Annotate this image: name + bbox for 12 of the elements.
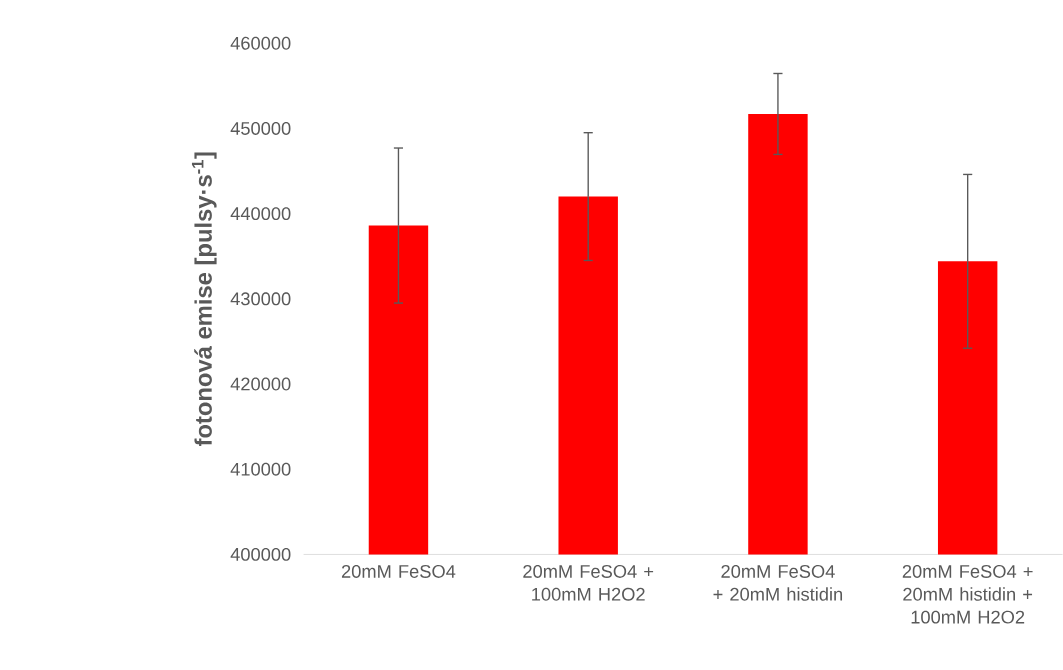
y-tick-label: 430000: [230, 292, 291, 306]
y-axis-title: fotonová emise [pulsy·s$^{-1}$]: [191, 152, 217, 446]
y-tick-label: 400000: [230, 547, 291, 561]
y-tick-label: 460000: [230, 36, 291, 50]
x-tick-label: 20mM FeSO4 + 20mM histidin: [713, 564, 843, 601]
y-tick-label: 440000: [230, 207, 291, 220]
y-tick-label: 420000: [230, 377, 291, 391]
x-tick-label: 20mM FeSO4 + 100mM H2O2: [523, 564, 654, 601]
y-tick-label: 410000: [230, 462, 291, 476]
x-tick-label: 20mM FeSO4: [341, 564, 456, 578]
x-tick-label: 20mM FeSO4 + 20mM histidin + 100mM H2O2: [902, 564, 1033, 624]
y-tick-label: 450000: [230, 121, 291, 135]
